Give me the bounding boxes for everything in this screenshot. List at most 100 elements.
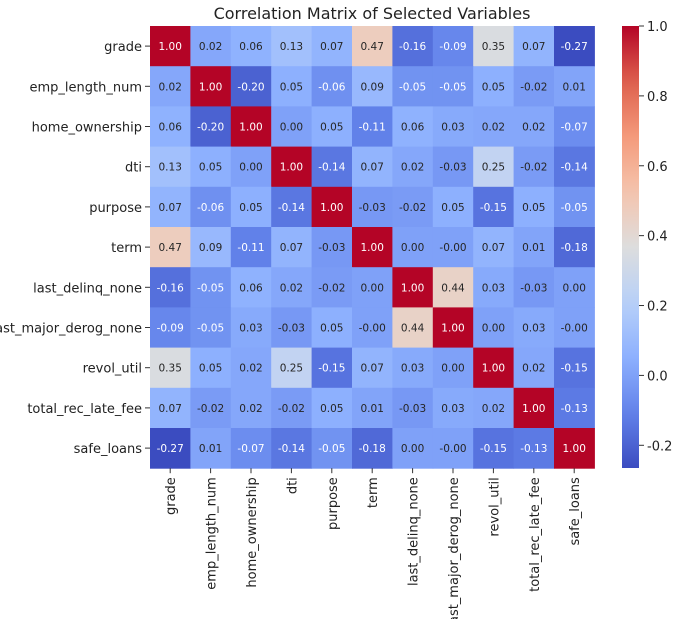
heatmap-cell (432, 307, 474, 349)
heatmap-cell (432, 387, 474, 429)
cell-value-label: -0.07 (561, 122, 588, 134)
cell-value-label: 0.07 (361, 162, 384, 174)
cell-value-label: 0.02 (280, 282, 303, 294)
heatmap-cell (392, 428, 434, 469)
heatmap-cell (352, 26, 393, 67)
heatmap-cell (150, 267, 191, 308)
cell-value-label: -0.05 (439, 81, 466, 93)
heatmap-cell (392, 146, 434, 188)
heatmap-cell (150, 146, 191, 188)
heatmap-cell (392, 186, 434, 228)
heatmap-cell (554, 428, 595, 469)
y-tick-label: safe_loans (74, 442, 143, 457)
y-tick-label: last_major_derog_none (0, 322, 142, 337)
heatmap-cell (150, 307, 191, 349)
heatmap-cell (352, 146, 393, 188)
colorbar (622, 26, 639, 468)
cell-value-label: -0.27 (157, 443, 184, 455)
cell-value-label: 1.00 (280, 162, 303, 174)
cell-value-label: -0.02 (197, 403, 224, 415)
cell-value-label: 0.00 (361, 282, 384, 294)
cell-value-label: 0.02 (482, 403, 505, 415)
heatmap-cell (432, 146, 474, 188)
cell-value-label: -0.02 (520, 162, 547, 174)
cell-value-label: 0.05 (320, 403, 343, 415)
cell-value-label: -0.14 (278, 443, 305, 455)
cell-value-label: -0.00 (439, 242, 466, 254)
heatmap-cell (230, 267, 272, 308)
cell-value-label: 0.03 (441, 122, 464, 134)
y-tick-label: emp_length_num (30, 80, 143, 95)
heatmap-cell (352, 307, 393, 349)
heatmap-cell (230, 387, 272, 429)
heatmap-cell (150, 387, 191, 429)
cell-value-label: 0.03 (239, 323, 262, 335)
heatmap-cell (513, 66, 555, 107)
cell-value-label: -0.09 (157, 323, 184, 335)
heatmap-cell (311, 186, 353, 228)
y-tick-label: last_delinq_none (33, 281, 142, 296)
heatmap-cell (432, 428, 474, 469)
x-tick-label: dti (285, 477, 300, 494)
cell-value-label: -0.18 (561, 242, 588, 254)
cell-value-label: -0.03 (318, 242, 345, 254)
colorbar-tick-label: 0.0 (647, 369, 668, 384)
cell-value-label: 0.00 (280, 122, 303, 134)
heatmap-cell (271, 387, 313, 429)
heatmap-cell (271, 347, 313, 389)
heatmap-cell (352, 66, 393, 107)
heatmap-cell (554, 146, 595, 188)
cell-value-label: 0.05 (239, 202, 262, 214)
cell-value-label: -0.05 (197, 323, 224, 335)
cell-value-label: -0.03 (439, 162, 466, 174)
heatmap-cell (150, 186, 191, 228)
cell-value-label: 0.00 (441, 363, 464, 375)
heatmap-cell (513, 186, 555, 228)
cell-value-label: 0.02 (159, 81, 182, 93)
colorbar-tick-label: 0.8 (647, 90, 668, 105)
cell-value-label: 0.03 (522, 323, 545, 335)
cell-value-label: 1.00 (320, 202, 343, 214)
heatmap-cell (432, 267, 474, 308)
heatmap-cell (150, 106, 191, 148)
cell-value-label: 1.00 (239, 122, 262, 134)
heatmap-cell (311, 66, 353, 107)
heatmap-cell (473, 387, 515, 429)
heatmap-cell (352, 106, 393, 148)
x-tick-label: last_delinq_none (407, 477, 422, 586)
heatmap-cell (473, 267, 515, 308)
heatmap-cell (150, 428, 191, 469)
cell-value-label: 0.02 (239, 363, 262, 375)
cell-value-label: -0.13 (520, 443, 547, 455)
cell-value-label: -0.11 (359, 122, 386, 134)
cell-value-label: 0.02 (522, 363, 545, 375)
heatmap-cell (432, 26, 474, 67)
cell-value-label: 0.03 (401, 363, 424, 375)
heatmap-cell (352, 227, 393, 268)
x-tick-label: revol_util (487, 477, 502, 536)
cell-value-label: 0.09 (199, 242, 222, 254)
heatmap-cell (432, 106, 474, 148)
heatmap-cell (392, 347, 434, 389)
cell-value-label: 0.06 (239, 41, 263, 53)
heatmap-cell (513, 227, 555, 268)
cell-value-label: -0.15 (480, 443, 507, 455)
heatmap-cell (554, 347, 595, 389)
cell-value-label: -0.11 (237, 242, 264, 254)
heatmap-cell (473, 428, 515, 469)
heatmap-cell (513, 347, 555, 389)
cell-value-label: -0.03 (278, 323, 305, 335)
heatmap-cell (311, 26, 353, 67)
heatmap-cell (432, 186, 474, 228)
heatmap-cell (311, 106, 353, 148)
cell-value-label: -0.02 (399, 202, 426, 214)
x-tick-label: home_ownership (245, 477, 260, 587)
cell-value-label: 0.05 (280, 81, 303, 93)
cell-value-label: 1.00 (159, 41, 182, 53)
cell-value-label: -0.14 (278, 202, 305, 214)
cell-value-label: 1.00 (563, 443, 586, 455)
heatmap-cell (311, 267, 353, 308)
heatmap-cell (392, 66, 434, 107)
heatmap-cell (473, 66, 515, 107)
cell-value-label: 0.13 (159, 162, 182, 174)
